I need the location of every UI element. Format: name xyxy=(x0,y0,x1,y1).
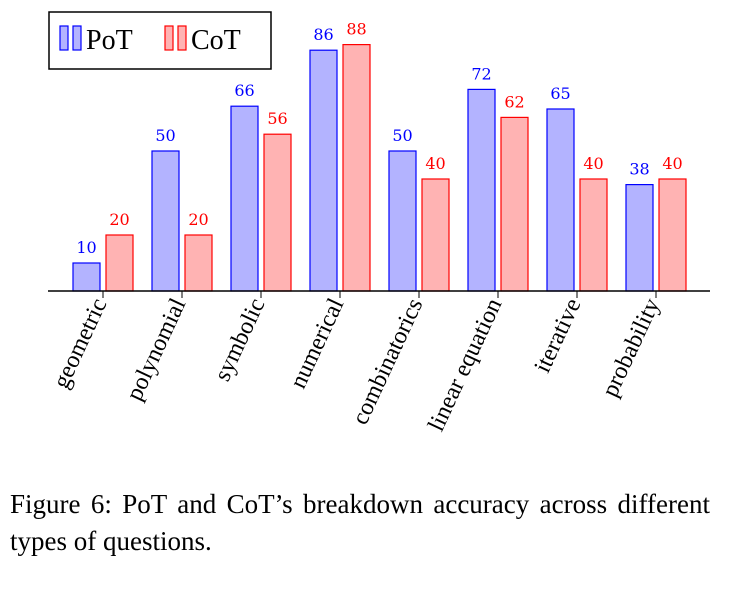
data-label-pot-geometric: 10 xyxy=(76,238,96,257)
legend-label-cot: CoT xyxy=(191,25,241,56)
bar-pot-linear-equation xyxy=(467,88,496,292)
data-label-cot-symbolic: 56 xyxy=(267,109,287,128)
x-tick-label-polynomial: polynomial xyxy=(122,294,192,404)
bar-cot-probability xyxy=(658,178,687,292)
x-tick-label-symbolic: symbolic xyxy=(210,295,271,386)
data-label-pot-numerical: 86 xyxy=(313,25,333,44)
bar-chart: 10 20 50 20 66 56 86 88 50 40 72 62 65 40 38 40 geometr… xyxy=(48,11,710,435)
legend-box xyxy=(48,11,272,70)
bar-cot-combinatorics xyxy=(421,178,450,292)
x-tick-label-combinatorics: combinatorics xyxy=(347,295,428,429)
bar-pot-polynomial xyxy=(151,150,180,292)
bar-cot-geometric xyxy=(105,234,134,292)
data-label-cot-combinatorics: 40 xyxy=(425,154,445,173)
data-label-cot-polynomial: 20 xyxy=(188,210,208,229)
data-label-cot-geometric: 20 xyxy=(109,210,129,229)
bar-pot-numerical xyxy=(309,49,338,292)
bar-cot-linear-equation xyxy=(500,116,529,292)
data-labels-group: 10 20 50 20 66 56 86 88 50 40 72 62 65 40 38 40 xyxy=(76,20,682,257)
bar-pot-geometric xyxy=(72,262,101,292)
x-ticks-group: geometric polynomial symbolic numericalcomb… xyxy=(48,291,665,435)
bar-cot-polynomial xyxy=(184,234,213,292)
bar-pot-iterative xyxy=(546,108,575,292)
bar-cot-symbolic xyxy=(263,133,292,292)
x-tick-label-linear-equation: linear equation xyxy=(423,295,507,436)
data-label-pot-iterative: 65 xyxy=(550,84,570,103)
legend-swatch-cot-b xyxy=(177,25,187,51)
legend-label-pot: PoT xyxy=(86,25,133,56)
data-label-pot-linear-equation: 72 xyxy=(471,64,491,83)
legend-swatch-pot-a xyxy=(59,25,69,51)
x-tick-label-numerical: numerical xyxy=(285,294,349,392)
bar-cot-iterative xyxy=(579,178,608,292)
data-label-pot-polynomial: 50 xyxy=(155,126,175,145)
x-tick-label-geometric: geometric xyxy=(48,295,112,393)
figure-caption: Figure 6: PoT and CoT’s breakdown accura… xyxy=(10,489,710,556)
bars-group xyxy=(72,43,687,292)
x-tick-label-iterative: iterative xyxy=(530,295,587,377)
data-label-cot-iterative: 40 xyxy=(583,154,603,173)
data-label-pot-combinatorics: 50 xyxy=(392,126,412,145)
data-label-cot-probability: 40 xyxy=(662,154,682,173)
bar-pot-probability xyxy=(625,184,654,292)
legend: PoT CoT xyxy=(48,11,272,70)
data-label-pot-symbolic: 66 xyxy=(234,81,254,100)
data-label-cot-linear-equation: 62 xyxy=(504,92,524,111)
bar-cot-numerical xyxy=(342,43,371,292)
legend-swatch-cot-a xyxy=(164,25,174,51)
x-tick-label-probability: probability xyxy=(597,295,665,401)
bar-pot-combinatorics xyxy=(388,150,417,292)
bar-pot-symbolic xyxy=(230,105,259,292)
data-label-pot-probability: 38 xyxy=(629,160,649,179)
data-label-cot-numerical: 88 xyxy=(346,20,366,39)
legend-swatch-pot-b xyxy=(72,25,82,51)
